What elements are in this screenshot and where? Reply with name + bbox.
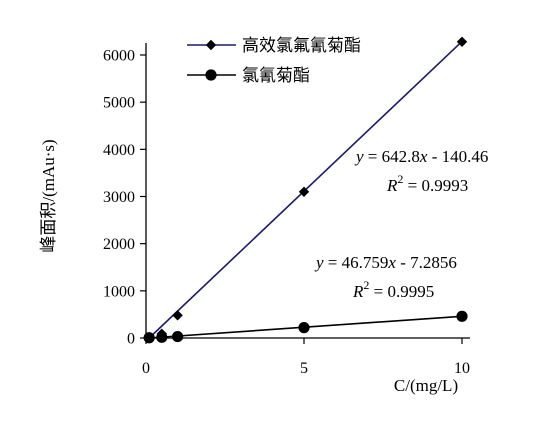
eq-variable: y (314, 253, 324, 272)
r-symbol: R (352, 282, 364, 301)
eq-coefficient: - 7.2856 (396, 253, 457, 272)
data-point-s1-3 (172, 310, 183, 321)
y-tick-label: 0 (127, 331, 135, 348)
r-squared-value: = 0.9995 (369, 282, 434, 301)
equation-2: y = 46.759x - 7.2856 (314, 253, 457, 272)
x-tick-label: 5 (300, 360, 308, 377)
eq-variable: x (419, 147, 428, 166)
data-point-s2-3 (172, 330, 184, 343)
data-point-s2-1 (143, 332, 155, 344)
eq-coefficient: = 642.8 (364, 147, 420, 166)
x-axis-title: C/(mg/L) (394, 376, 458, 395)
eq-variable: x (387, 253, 396, 272)
r-squared-value: = 0.9993 (403, 176, 468, 195)
data-points (143, 36, 468, 344)
data-point-s1-5 (456, 36, 468, 47)
y-tick-label: 3000 (103, 189, 135, 206)
y-tick-label: 5000 (103, 95, 135, 112)
y-tick-label: 6000 (103, 48, 135, 65)
r-exponent: 2 (397, 172, 403, 186)
data-point-s1-4 (298, 186, 310, 197)
eq-variable: y (354, 147, 364, 166)
y-tick-label: 4000 (103, 142, 135, 159)
legend-label-2: 氯氰菊酯 (242, 66, 310, 85)
y-axis-title: 峰面积/(mAu·s) (39, 139, 58, 252)
eq-coefficient: - 140.46 (427, 147, 488, 166)
legend-marker-1 (205, 39, 217, 51)
r-squared-2: R2 = 0.9995 (352, 278, 434, 301)
legend-label-1: 高效氯氟氰菊酯 (242, 36, 361, 55)
eq-coefficient: = 46.759 (324, 253, 389, 272)
r-symbol: R (386, 176, 398, 195)
r-exponent: 2 (363, 278, 369, 292)
axes: 0 1000 2000 3000 4000 5000 6000 0 5 10C/(mg/L) 峰面积… (39, 43, 470, 395)
data-point-s2-2 (156, 331, 168, 343)
y-tick-label: 2000 (103, 236, 135, 253)
r-squared-1: R2 = 0.9993 (386, 172, 468, 195)
data-point-s2-4 (298, 322, 310, 334)
x-tick-label: 0 (142, 360, 150, 377)
data-point-s2-5 (456, 310, 468, 322)
y-tick-label: 1000 (103, 283, 135, 300)
x-tick-label: 10 (454, 360, 470, 377)
equation-1: y = 642.8x - 140.46 (354, 147, 488, 166)
legend-marker-2 (205, 69, 217, 81)
